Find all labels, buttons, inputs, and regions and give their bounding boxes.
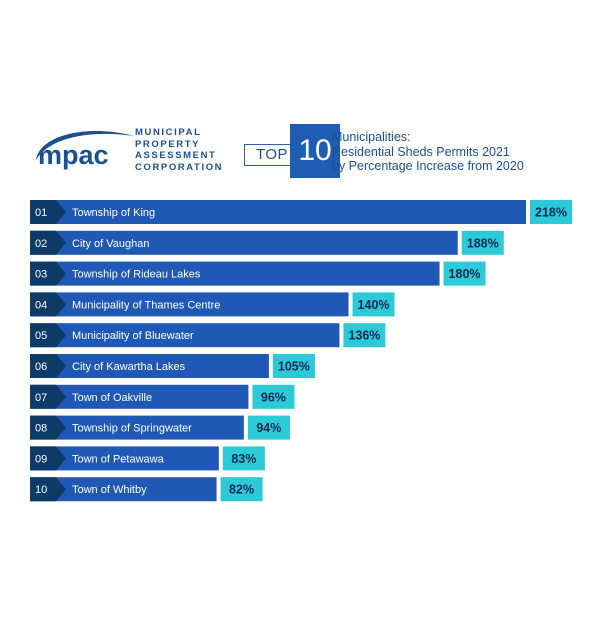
bar (30, 354, 269, 378)
rank-marker (30, 323, 66, 348)
category-label: City of Vaughan (72, 238, 149, 250)
logo-line: CORPORATION (135, 161, 224, 173)
rank-marker (30, 415, 66, 440)
rank-marker (30, 446, 66, 471)
value-box (443, 261, 486, 286)
category-label: Township of Rideau Lakes (72, 269, 201, 281)
rank-marker (30, 354, 66, 378)
value-label: 96% (261, 390, 286, 404)
value-label: 82% (229, 483, 254, 497)
bar (30, 384, 249, 409)
top10-number: 10 (290, 124, 340, 178)
rank-label: 08 (35, 423, 47, 435)
rank-label: 01 (35, 207, 47, 219)
value-box (220, 477, 263, 502)
value-label: 105% (278, 360, 310, 374)
bar (30, 323, 340, 348)
value-label: 218% (535, 206, 567, 220)
bar-row: 10 Town of Whitby 82% (30, 477, 263, 502)
category-label: Municipality of Thames Centre (72, 299, 220, 311)
category-label: Town of Petawawa (72, 453, 165, 465)
category-label: Township of King (72, 207, 155, 219)
bar (30, 292, 349, 317)
rank-label: 04 (35, 299, 47, 311)
rank-label: 09 (35, 453, 47, 465)
logo-wordmark: MUNICIPAL PROPERTY ASSESSMENT CORPORATIO… (135, 127, 223, 173)
rank-marker (30, 292, 66, 317)
category-label: Township of Springwater (72, 423, 192, 435)
category-label: Town of Oakville (72, 392, 152, 404)
rank-label: 10 (35, 484, 47, 496)
rank-marker (30, 200, 66, 224)
logo-line: PROPERTY (135, 138, 201, 150)
category-label: Town of Whitby (72, 484, 147, 496)
chart-title: Municipalities: Residential Sheds Permit… (332, 130, 524, 174)
value-box (343, 323, 386, 348)
value-box (272, 354, 315, 378)
logo-line: MUNICIPAL (135, 127, 202, 138)
value-label: 180% (449, 267, 481, 281)
bar-row: 08 Township of Springwater 94% (30, 415, 290, 440)
logo-line: ASSESSMENT (135, 150, 217, 161)
value-box (247, 415, 290, 440)
bar-row: 09 Town of Petawawa 83% (30, 446, 265, 471)
value-box (222, 446, 265, 471)
rank-label: 06 (35, 361, 47, 373)
value-box (530, 200, 572, 224)
rank-label: 02 (35, 238, 47, 250)
category-label: City of Kawartha Lakes (72, 361, 186, 373)
bar-row: 03 Township of Rideau Lakes 180% (30, 261, 486, 286)
top10-badge: TOP 10 (244, 124, 340, 178)
rank-marker (30, 230, 66, 255)
bar-row: 05 Municipality of Bluewater 136% (30, 323, 386, 348)
rank-label: 07 (35, 392, 47, 404)
value-box (252, 384, 295, 409)
bar (30, 261, 440, 286)
value-label: 94% (256, 421, 281, 435)
rank-label: 05 (35, 330, 47, 342)
bar-row: 02 City of Vaughan 188% (30, 230, 504, 255)
rank-marker (30, 477, 66, 502)
bar-row: 07 Town of Oakville 96% (30, 384, 295, 409)
value-label: 136% (348, 329, 380, 343)
title-line: by Percentage Increase from 2020 (332, 159, 524, 173)
value-label: 140% (358, 298, 390, 312)
mpac-logo-mark: mpac (36, 130, 134, 170)
rank-marker (30, 261, 66, 286)
value-label: 188% (467, 236, 499, 250)
value-label: 83% (231, 452, 256, 466)
category-label: Municipality of Bluewater (72, 330, 194, 342)
bar (30, 200, 526, 224)
bar-row: 06 City of Kawartha Lakes 105% (30, 354, 315, 378)
bar-row: 01 Township of King 218% (30, 200, 572, 224)
value-box (461, 230, 504, 255)
bar-row: 04 Municipality of Thames Centre 140% (30, 292, 395, 317)
value-box (352, 292, 395, 317)
bar (30, 230, 458, 255)
chart-header: mpac MUNICIPAL PROPERTY ASSESSMENT CORPO… (30, 122, 590, 182)
logo-mark-text: mpac (38, 140, 109, 170)
rank-label: 03 (35, 269, 47, 281)
title-line: Residential Sheds Permits 2021 (332, 144, 510, 159)
title-line: Municipalities: (332, 130, 411, 144)
rank-marker (30, 384, 66, 409)
